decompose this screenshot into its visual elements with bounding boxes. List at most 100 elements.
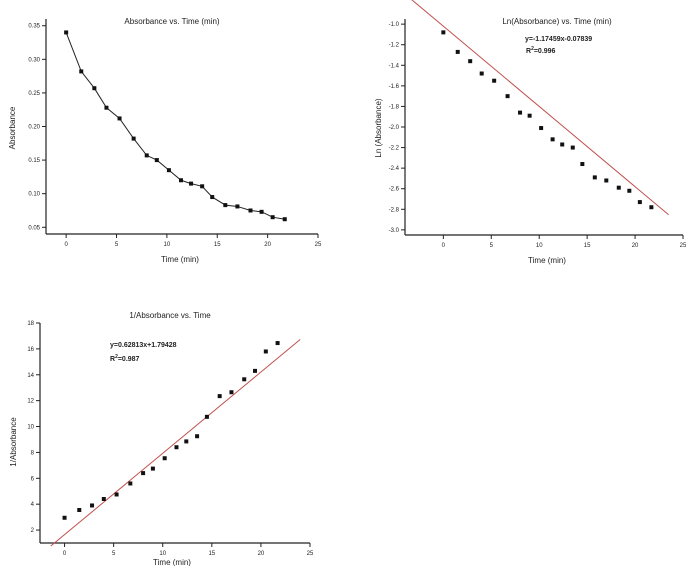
data-point	[570, 145, 575, 150]
data-point	[242, 377, 247, 382]
ln-absorbance-vs-time-chart: Ln(Absorbance) vs. Time (min) Ln (Absorb…	[374, 0, 687, 265]
absorbance-vs-time-chart: Absorbance vs. Time (min) Absorbance Tim…	[8, 17, 322, 264]
x-tick-label: 25	[307, 551, 314, 557]
data-point	[200, 184, 205, 189]
y-tick-label: -2.0	[389, 125, 400, 131]
y-tick-label: 18	[27, 321, 34, 327]
r-squared-value: =0.987	[118, 356, 140, 363]
tick-group: 0 5 10 15 20 25 -1.0 -1.2 -1.4 -1.6 -1.8 -2.0 -2.2 -2…	[389, 22, 687, 249]
data-point	[128, 481, 133, 486]
y-tick-label: 0.10	[28, 192, 40, 198]
y-tick-label: 16	[27, 347, 34, 353]
y-tick-label: 12	[27, 399, 34, 405]
data-point	[114, 492, 119, 497]
y-tick-label: 0.30	[28, 57, 40, 63]
y-tick-label: 0.35	[28, 24, 40, 30]
data-point	[455, 49, 460, 54]
tick-group: 0 5 10 15 20 25 2 4 6 8 10 12 14 16 18	[27, 321, 314, 557]
x-tick-label: 15	[214, 242, 221, 248]
data-point	[104, 105, 109, 110]
y-tick-label: -2.8	[389, 207, 400, 213]
inverse-absorbance-vs-time-chart: 1/Absorbance vs. Time 1/Absorbance Time …	[9, 311, 314, 566]
data-point	[263, 349, 268, 354]
y-tick-label: 14	[27, 373, 34, 379]
r-squared-r: R	[526, 48, 531, 55]
r-squared-label: R2=0.987	[110, 354, 140, 363]
data-point	[441, 30, 446, 35]
data-point	[492, 78, 497, 83]
data-point	[479, 71, 484, 76]
data-point	[79, 69, 84, 74]
x-tick-label: 10	[159, 551, 166, 557]
r-squared-r: R	[110, 356, 115, 363]
data-point	[150, 466, 155, 471]
x-tick-label: 0	[442, 243, 446, 249]
y-tick-label: -1.4	[389, 63, 400, 69]
tick-group: 0 5 10 15 20 25 0.05 0.10 0.15 0.20 0.25 0.30 0.35	[28, 24, 322, 248]
y-tick-label: 0.05	[28, 225, 40, 231]
data-point	[259, 209, 264, 214]
y-tick-label: -2.6	[389, 187, 400, 193]
x-tick-label: 25	[315, 242, 322, 248]
data-point	[64, 30, 69, 35]
data-point	[592, 175, 597, 180]
x-tick-label: 5	[112, 551, 116, 557]
data-point	[580, 162, 585, 167]
x-tick-label: 0	[63, 551, 67, 557]
y-tick-label: -1.2	[389, 43, 400, 49]
data-point	[144, 153, 149, 158]
y-tick-label: 6	[31, 476, 35, 482]
x-tick-label: 10	[536, 243, 543, 249]
data-point	[217, 394, 222, 399]
data-point	[92, 86, 97, 91]
y-tick-label: 0.20	[28, 125, 40, 131]
x-tick-label: 5	[490, 243, 494, 249]
y-tick-label: 2	[31, 528, 35, 534]
x-tick-label: 20	[264, 242, 271, 248]
data-point	[131, 136, 136, 141]
r-squared-sup: 2	[531, 46, 534, 52]
data-point	[184, 439, 189, 444]
data-point	[178, 178, 183, 183]
chart-title: 1/Absorbance vs. Time	[129, 311, 211, 320]
data-point	[77, 508, 82, 512]
y-axis-label: Ln (Absorbance)	[374, 98, 383, 157]
data-point	[101, 497, 106, 501]
x-axis-label: Time (min)	[528, 256, 566, 265]
y-tick-label: 10	[27, 425, 34, 431]
data-point	[141, 471, 146, 476]
r-squared-label: R2=0.996	[526, 46, 556, 55]
data-point	[505, 94, 510, 99]
data-point	[560, 142, 565, 147]
x-tick-label: 5	[115, 242, 119, 248]
chart-title: Ln(Absorbance) vs. Time (min)	[502, 17, 612, 26]
data-point	[154, 158, 159, 163]
data-point	[195, 434, 200, 439]
y-axis-label: Absorbance	[8, 106, 17, 149]
data-point	[539, 126, 544, 131]
data-marks	[64, 30, 287, 222]
data-point	[282, 217, 287, 222]
data-point	[90, 503, 95, 508]
fit-equation: y=0.62813x+1.79428	[110, 342, 177, 349]
y-tick-label: -1.6	[389, 84, 400, 90]
data-point	[270, 215, 275, 220]
x-axis-label: Time (min)	[153, 558, 191, 566]
x-tick-label: 10	[164, 242, 171, 248]
data-point	[550, 137, 555, 142]
data-point	[229, 390, 234, 395]
data-point	[235, 204, 240, 209]
data-point	[166, 168, 171, 173]
regression-line	[50, 339, 301, 547]
y-tick-label: -3.0	[389, 228, 400, 234]
x-tick-label: 20	[632, 243, 639, 249]
data-point	[527, 113, 532, 118]
data-point	[275, 341, 280, 346]
y-tick-label: -2.4	[389, 166, 400, 172]
data-point	[253, 368, 258, 373]
y-tick-label: -2.2	[389, 146, 400, 152]
data-point	[637, 200, 642, 205]
r-squared-sup: 2	[115, 354, 118, 360]
x-tick-label: 25	[680, 243, 687, 249]
data-point	[468, 59, 473, 64]
